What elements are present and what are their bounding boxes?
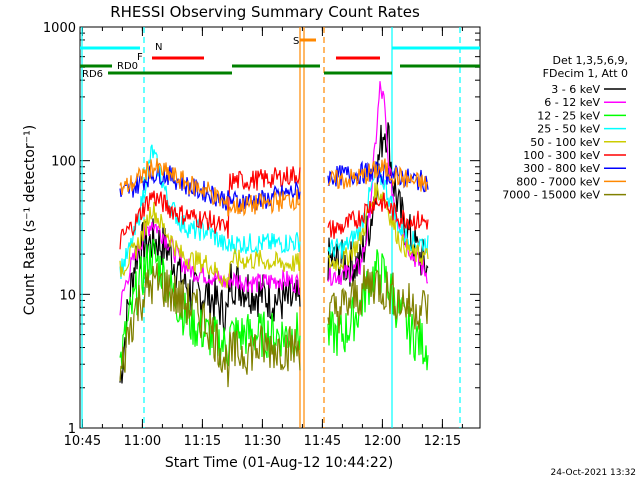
legend-header: FDecim 1, Att 0 <box>543 67 628 80</box>
legend-entry-label: 300 - 800 keV <box>523 162 600 175</box>
series-line <box>119 166 301 250</box>
series-line <box>327 158 429 192</box>
vertical-markers <box>81 27 461 428</box>
y-tick-label: 10 <box>59 288 76 303</box>
series-line <box>119 238 301 369</box>
x-tick-label: 11:45 <box>304 434 341 449</box>
y-tick-label: 100 <box>51 155 76 170</box>
y-tick-label: 1000 <box>43 21 76 36</box>
series-line <box>119 144 301 279</box>
legend-entry-label: 100 - 300 keV <box>523 149 600 162</box>
legend-entry-label: 6 - 12 keV <box>544 96 600 109</box>
legend-entry-label: 800 - 7000 keV <box>516 175 600 188</box>
x-tick-label: 12:15 <box>424 434 461 449</box>
flag-label: F <box>137 52 143 63</box>
legend-entry-label: 3 - 6 keV <box>551 83 600 96</box>
flag-label: S <box>293 36 299 47</box>
legend-entry-label: 50 - 100 keV <box>530 136 600 149</box>
series-line <box>327 249 429 371</box>
legend-entry-label: 25 - 50 keV <box>537 123 600 136</box>
series-line <box>119 158 301 217</box>
timestamp: 24-Oct-2021 13:32 <box>551 468 636 478</box>
series-lines <box>119 81 429 388</box>
flag-label: RD6 <box>82 69 103 80</box>
legend-entry-label: 12 - 25 keV <box>537 109 600 122</box>
flag-label: N <box>155 42 162 53</box>
series-line <box>119 220 301 316</box>
legend: Det 1,3,5,6,9,FDecim 1, Att 0 3 - 6 keV6 … <box>502 54 628 202</box>
x-tick-label: 10:45 <box>64 434 101 449</box>
x-tick-label: 11:00 <box>124 434 161 449</box>
series-line <box>119 263 301 388</box>
legend-header: Det 1,3,5,6,9, <box>552 54 628 67</box>
x-tick-label: 11:15 <box>184 434 221 449</box>
y-tick-label: 1 <box>68 422 76 437</box>
x-tick-label: 12:00 <box>364 434 401 449</box>
series-line <box>327 192 429 239</box>
chart-title: RHESSI Observing Summary Count Rates <box>110 3 420 21</box>
series-line <box>327 81 428 286</box>
plot-axes: 10:45 11:00 11:15 11:30 11:45 12:00 12:15 1 10 10… <box>43 21 481 449</box>
y-axis-label: Count Rate (s⁻¹ detector⁻¹) <box>22 125 38 315</box>
series-line <box>119 164 301 212</box>
plot-frame <box>79 26 481 429</box>
series-line <box>327 166 429 259</box>
series-line <box>327 182 429 271</box>
x-tick-label: 11:30 <box>244 434 281 449</box>
x-axis-label: Start Time (01-Aug-12 10:44:22) <box>165 455 393 471</box>
series-line <box>327 264 429 334</box>
legend-entry-label: 7000 - 15000 keV <box>502 189 600 202</box>
series-line <box>119 201 301 289</box>
flag-label: RD0 <box>117 61 138 72</box>
